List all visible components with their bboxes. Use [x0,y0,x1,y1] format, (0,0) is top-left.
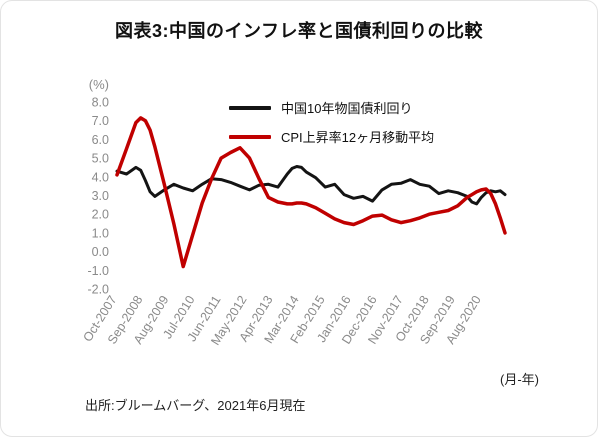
bond-yield-line-swatch [229,105,271,110]
y-tick-label: 1.0 [92,226,109,240]
y-tick-label: 2.0 [92,208,109,222]
y-tick-label: -2.0 [87,283,109,297]
y-tick-label: 0.0 [92,245,109,259]
chart-title: 図表3:中国のインフレ率と国債利回りの比較 [115,21,483,41]
legend-label-bond-yield: 中国10年物国債利回り [281,101,413,116]
legend-item-bond-yield: 中国10年物国債利回り [229,98,434,117]
y-tick-label: 5.0 [92,152,109,166]
x-axis-unit-label: (月-年) [500,372,539,387]
series-line-0 [115,165,507,206]
y-tick-label: 8.0 [92,96,109,110]
y-tick-label: 4.0 [92,170,109,184]
series-line-1 [115,116,507,269]
legend-item-cpi: CPI上昇率12ヶ月移動平均 [229,127,434,146]
y-tick-label: 6.0 [92,133,109,147]
chart-legend: 中国10年物国債利回り CPI上昇率12ヶ月移動平均 [229,98,434,146]
legend-label-cpi: CPI上昇率12ヶ月移動平均 [281,130,435,145]
y-tick-label: 3.0 [92,189,109,203]
source-note: 出所:ブルームバーグ、2021年6月現在 [85,398,306,413]
y-tick-label: 7.0 [92,114,109,128]
y-axis-unit-label: (%) [88,77,109,92]
y-tick-label: -1.0 [87,264,109,278]
cpi-line-swatch [229,134,271,139]
